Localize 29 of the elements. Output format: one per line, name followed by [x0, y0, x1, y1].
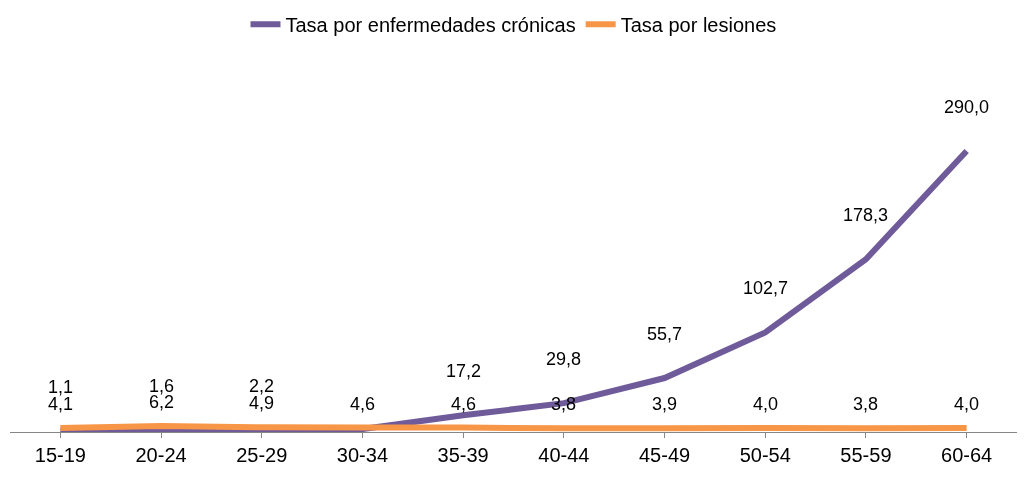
data-label: 4,0: [753, 394, 779, 414]
legend-label: Tasa por lesiones: [620, 14, 777, 37]
data-label: 102,7: [743, 278, 789, 298]
x-tick-label: 35-39: [437, 444, 489, 466]
x-tick-label: 25-29: [236, 444, 288, 466]
x-tick-label: 55-59: [840, 444, 892, 466]
data-label: 4,9: [249, 393, 275, 413]
x-tick-label: 30-34: [336, 444, 389, 466]
x-tick-label: 40-44: [538, 444, 590, 466]
data-label: 3,9: [652, 394, 678, 414]
data-label: 290,0: [944, 97, 990, 117]
x-tick-label: 20-24: [135, 444, 187, 466]
x-tick-label: 50-54: [739, 444, 791, 466]
data-label: 4,6: [350, 394, 376, 414]
legend-label: Tasa por enfermedades crónicas: [285, 14, 576, 37]
x-tick-label: 60-64: [941, 444, 993, 466]
data-label: 4,1: [48, 394, 74, 414]
data-label: 1,6: [149, 376, 175, 396]
x-tick-label: 15-19: [34, 444, 86, 466]
data-label: 55,7: [647, 324, 683, 344]
data-label: 1,1: [48, 377, 74, 397]
data-label: 17,2: [446, 361, 482, 381]
data-label: 3,8: [853, 394, 879, 414]
data-label: 178,3: [843, 205, 889, 225]
data-label: 2,2: [249, 376, 275, 396]
data-label: 4,0: [954, 394, 980, 414]
x-tick-label: 45-49: [638, 444, 691, 466]
data-label: 29,8: [546, 349, 582, 369]
data-label: 4,6: [451, 394, 477, 414]
